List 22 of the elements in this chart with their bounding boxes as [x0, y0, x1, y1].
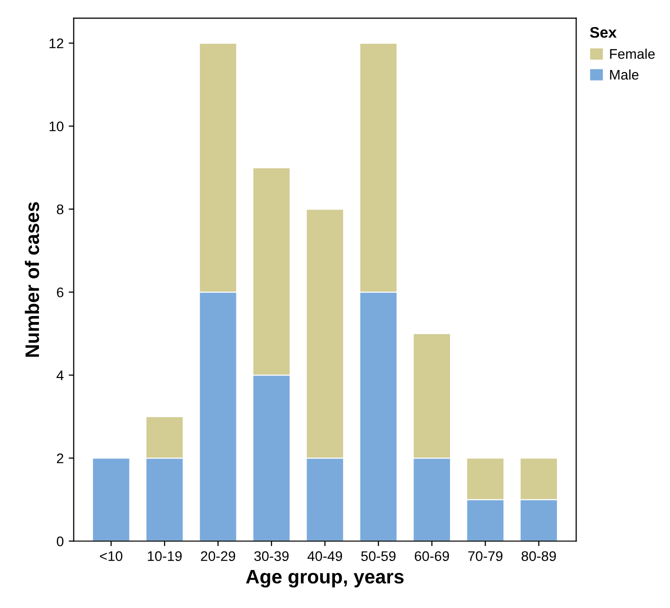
x-tick-label: 20-29: [200, 551, 236, 562]
y-tick-label: 12: [50, 38, 64, 48]
y-tick-label: 4: [56, 370, 64, 380]
x-tick-label: <10: [100, 551, 122, 562]
x-tick-label: 30-39: [254, 551, 289, 562]
y-tick-label: 8: [56, 204, 64, 214]
x-tick-label: 10-19: [148, 551, 182, 562]
x-axis-title: Age group, years: [246, 570, 404, 588]
y-tick-label: 2: [56, 453, 64, 464]
y-tick-label: 0: [56, 536, 64, 546]
x-tick-label: 70-79: [468, 551, 502, 562]
x-tick-label: 50-59: [361, 551, 396, 562]
legend-label: Male: [610, 69, 638, 80]
legend-label: Female: [610, 48, 655, 59]
x-tick-label: 40-49: [308, 551, 342, 562]
y-tick-label: 6: [56, 287, 64, 298]
x-tick-label: 60-69: [414, 551, 449, 562]
y-tick-label: 10: [50, 121, 64, 132]
bar: [92, 458, 130, 542]
x-tick-label: 80-89: [522, 551, 556, 562]
y-axis-title: Number of cases: [24, 202, 40, 357]
legend-title: Sex: [590, 26, 617, 38]
